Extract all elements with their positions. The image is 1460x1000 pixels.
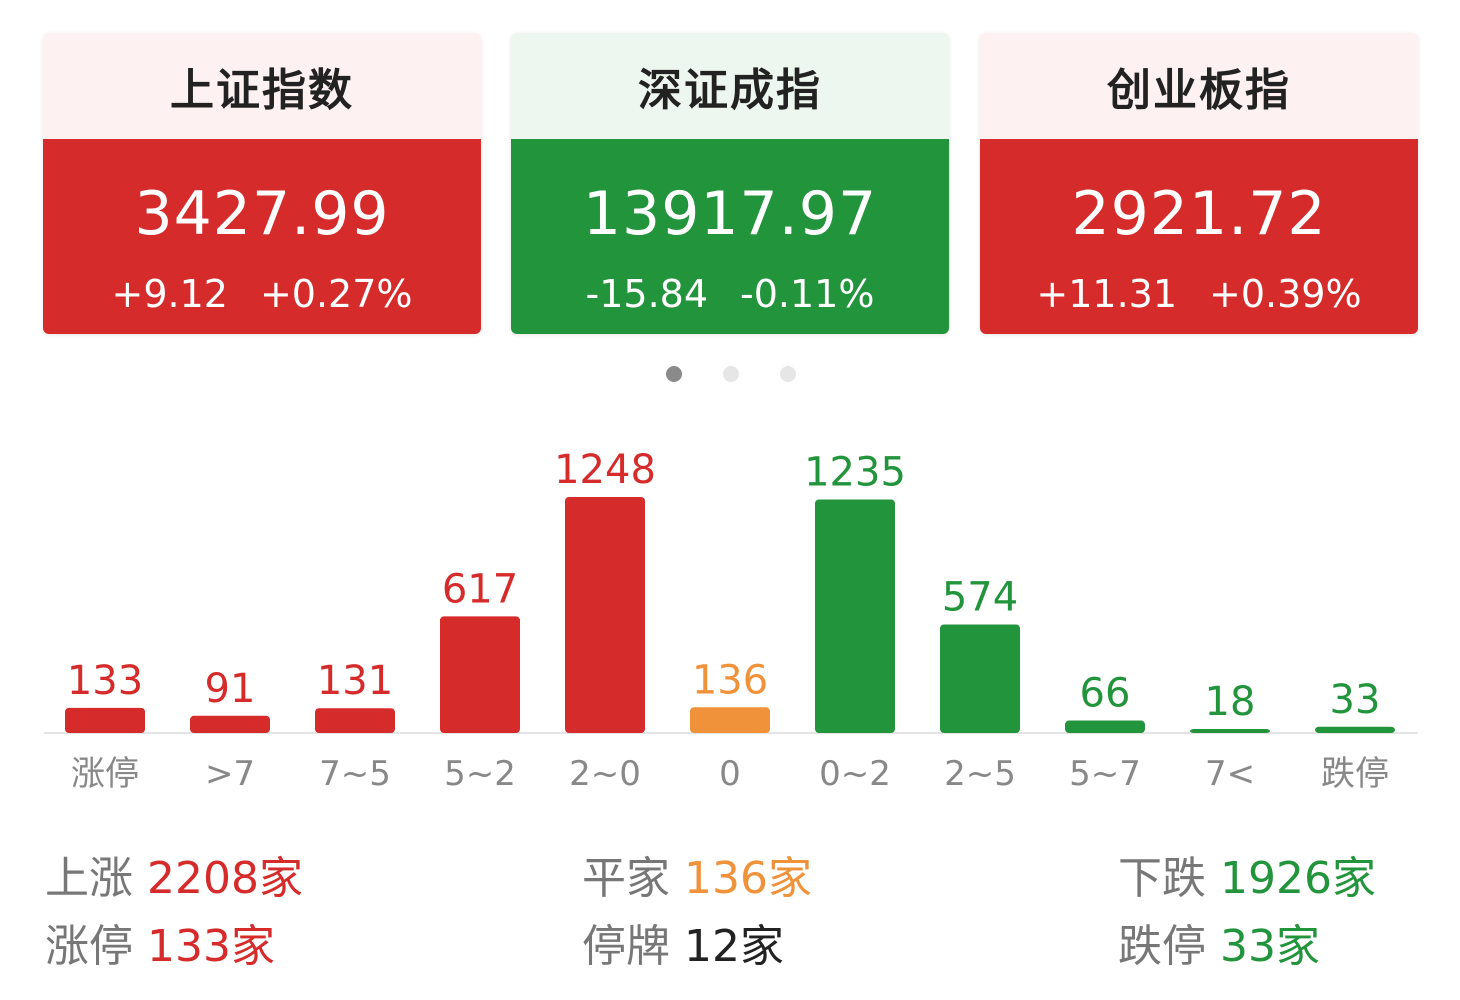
chart-data-label: 617 bbox=[442, 566, 518, 612]
summary-label: 下跌 bbox=[1118, 853, 1206, 904]
summary-label: 停牌 bbox=[582, 921, 670, 972]
index-change-pct: +0.27% bbox=[259, 272, 413, 316]
chart-category-label: 0~2 bbox=[819, 754, 891, 794]
index-value: 3427.99 bbox=[134, 179, 390, 249]
pager-dot[interactable] bbox=[723, 366, 739, 382]
chart-data-label: 136 bbox=[692, 657, 768, 703]
index-value: 2921.72 bbox=[1071, 179, 1327, 249]
index-card-chinext[interactable]: 创业板指 2921.72 +11.31 +0.39% bbox=[980, 33, 1418, 334]
index-quote: 3427.99 +9.12 +0.27% bbox=[43, 139, 481, 334]
summary-suspended: 停牌 12家 bbox=[582, 910, 784, 974]
chart-category-label: >7 bbox=[205, 754, 255, 794]
index-change-pct: -0.11% bbox=[740, 272, 875, 316]
chart-data-label: 131 bbox=[317, 658, 393, 704]
chart-category-label: 7~5 bbox=[319, 754, 391, 794]
carousel-pager bbox=[0, 366, 1460, 382]
summary-label: 涨停 bbox=[45, 921, 133, 972]
summary-value: 12家 bbox=[684, 921, 784, 972]
chart-category-label: 5~2 bbox=[444, 754, 516, 794]
summary-limit-down: 跌停 33家 bbox=[1118, 910, 1320, 974]
chart-bar[interactable] bbox=[65, 707, 145, 733]
index-card-shenzhen[interactable]: 深证成指 13917.97 -15.84 -0.11% bbox=[511, 33, 949, 334]
chart-data-label: 91 bbox=[205, 666, 256, 712]
index-value: 13917.97 bbox=[582, 179, 878, 249]
chart-data-label: 33 bbox=[1330, 677, 1381, 723]
chart-category-label: 跌停 bbox=[1321, 754, 1389, 794]
chart-bar[interactable] bbox=[440, 616, 520, 733]
index-quote: 13917.97 -15.84 -0.11% bbox=[511, 139, 949, 334]
chart-bar[interactable] bbox=[315, 708, 395, 733]
index-change-pct: +0.39% bbox=[1209, 272, 1362, 316]
summary-value: 133家 bbox=[147, 921, 275, 972]
summary-value: 2208家 bbox=[147, 853, 303, 904]
summary-fall: 下跌 1926家 bbox=[1118, 842, 1376, 906]
chart-data-label: 574 bbox=[942, 574, 1018, 620]
chart-category-label: 5~7 bbox=[1069, 754, 1141, 794]
chart-data-label: 1235 bbox=[804, 449, 906, 495]
summary-value: 33家 bbox=[1220, 921, 1320, 972]
summary-label: 平家 bbox=[582, 853, 670, 904]
summary-flat: 平家 136家 bbox=[582, 842, 812, 906]
chart-bar[interactable] bbox=[1190, 729, 1270, 733]
summary-label: 跌停 bbox=[1118, 921, 1206, 972]
index-name: 深证成指 bbox=[511, 33, 949, 139]
chart-bar[interactable] bbox=[690, 707, 770, 733]
chart-data-label: 1248 bbox=[554, 447, 656, 493]
chart-bar[interactable] bbox=[815, 499, 895, 733]
summary-value: 1926家 bbox=[1220, 853, 1376, 904]
index-change: +11.31 bbox=[1036, 272, 1178, 316]
chart-category-label: 2~5 bbox=[944, 754, 1016, 794]
index-change: -15.84 bbox=[585, 272, 709, 316]
summary-limit-up: 涨停 133家 bbox=[45, 910, 275, 974]
index-name: 上证指数 bbox=[43, 33, 481, 139]
chart-bar[interactable] bbox=[1065, 720, 1145, 733]
chart-data-label: 18 bbox=[1205, 679, 1256, 725]
chart-category-label: 2~0 bbox=[569, 754, 641, 794]
index-quote: 2921.72 +11.31 +0.39% bbox=[980, 139, 1418, 334]
chart-data-label: 133 bbox=[67, 658, 143, 704]
chart-category-label: 0 bbox=[719, 754, 741, 794]
price-change-distribution-chart: 133 涨停 91 >7 131 7~5 617 5~2 1248 2~0 136 0 1235 0~2 5… bbox=[44, 447, 1418, 794]
chart-bar[interactable] bbox=[190, 715, 270, 733]
summary-label: 上涨 bbox=[45, 853, 133, 904]
pager-dot[interactable] bbox=[780, 366, 796, 382]
pager-dot[interactable] bbox=[666, 366, 682, 382]
summary-value: 136家 bbox=[684, 853, 812, 904]
chart-bar[interactable] bbox=[565, 497, 645, 733]
chart-bar[interactable] bbox=[940, 624, 1020, 733]
chart-category-label: 涨停 bbox=[71, 754, 139, 794]
chart-data-label: 66 bbox=[1080, 671, 1131, 717]
chart-category-label: 7< bbox=[1205, 754, 1255, 794]
index-name: 创业板指 bbox=[980, 33, 1418, 139]
index-card-shanghai[interactable]: 上证指数 3427.99 +9.12 +0.27% bbox=[43, 33, 481, 334]
chart-bar[interactable] bbox=[1315, 726, 1395, 733]
summary-rise: 上涨 2208家 bbox=[45, 842, 303, 906]
index-change: +9.12 bbox=[111, 272, 228, 316]
